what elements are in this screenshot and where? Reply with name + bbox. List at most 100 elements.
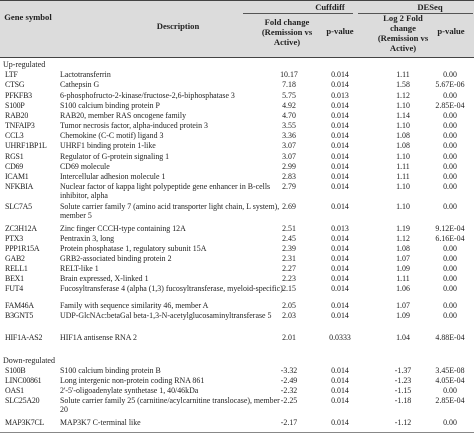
description-cell: RAB20, member RAS oncogene family [60, 111, 187, 120]
log2-fold-change-cell: -1.23 [394, 376, 412, 385]
table-header-background [0, 0, 474, 57]
log2-fold-change-cell: 1.12 [396, 234, 410, 243]
gene-symbol-cell: FUT4 [5, 284, 24, 293]
log2-fold-change-cell: 1.08 [396, 141, 410, 150]
log2-fold-change-cell: 1.11 [396, 274, 410, 283]
description-cell: UHRF1 binding protein 1-like [60, 141, 156, 150]
description-cell: Brain expressed, X-linked 1 [60, 274, 149, 283]
deseq-p-value-cell: 0.00 [443, 172, 457, 181]
gene-symbol-cell: PPP1R15A [5, 244, 40, 253]
gene-symbol-cell: ICAM1 [5, 172, 29, 181]
deseq-p-value-cell: 0.00 [443, 244, 457, 253]
deseq-underline [358, 13, 473, 14]
deseq-p-value-cell: 0.00 [443, 418, 457, 427]
p-value-cell: 0.014 [331, 162, 349, 171]
gene-symbol-cell: LINC00861 [5, 376, 42, 385]
deseq-p-value-cell: 0.00 [443, 162, 457, 171]
p-value-cell: 0.014 [331, 111, 349, 120]
header-bottom-rule [0, 57, 474, 58]
deseq-p-value-cell: 0.00 [443, 121, 457, 130]
deseq-p-value-cell: 0.00 [443, 182, 457, 191]
header-p-value: p-value [326, 26, 354, 36]
fold-change-cell: 3.07 [282, 152, 296, 161]
fold-change-cell: 2.23 [282, 274, 296, 283]
log2-fold-change-cell: 1.12 [396, 91, 410, 100]
p-value-cell: 0.014 [331, 301, 349, 310]
gene-symbol-cell: LTF [5, 70, 18, 79]
description-cell: Pentraxin 3, long [60, 234, 115, 243]
header-fold-change: Fold change (Remission vs Active) [261, 17, 313, 47]
deseq-p-value-cell: 0.00 [443, 152, 457, 161]
p-value-cell: 0.014 [331, 396, 349, 405]
deseq-p-value-cell: 0.00 [443, 311, 457, 320]
deseq-p-value-cell: 0.00 [443, 70, 457, 79]
deseq-p-value-cell: 0.00 [443, 386, 457, 395]
description-cell: Zinc finger CCCH-type containing 12A [60, 224, 186, 233]
fold-change-cell: 2.01 [282, 333, 296, 342]
p-value-cell: 0.014 [331, 172, 349, 181]
p-value-cell: 0.014 [331, 131, 349, 140]
description-cell: UDP-GlcNAc:betaGal beta-1,3-N-acetylgluc… [60, 311, 272, 320]
log2-fold-change-cell: 1.10 [396, 202, 410, 211]
log2-fold-change-cell: 1.08 [396, 244, 410, 253]
deseq-p-value-cell: 0.00 [443, 91, 457, 100]
log2-fold-change-cell: 1.10 [396, 121, 410, 130]
log2-fold-change-cell: -1.37 [394, 366, 412, 375]
fold-change-cell: -3.32 [280, 366, 298, 375]
log2-fold-change-cell: 1.10 [396, 152, 410, 161]
p-value-cell: 0.014 [331, 376, 349, 385]
description-cell: Tumor necrosis factor, alpha-induced pro… [60, 121, 208, 130]
log2-fold-change-cell: -1.15 [394, 386, 412, 395]
table-top-rule [0, 0, 474, 1]
gene-symbol-cell: OAS1 [5, 386, 24, 395]
p-value-cell: 0.014 [331, 254, 349, 263]
fold-change-cell: 2.15 [282, 284, 296, 293]
log2-fold-change-cell: 1.09 [396, 264, 410, 273]
fold-change-cell: 2.31 [282, 254, 296, 263]
p-value-cell: 0.014 [331, 418, 349, 427]
log2-fold-change-cell: 1.07 [396, 301, 410, 310]
log2-fold-change-cell: 1.11 [396, 172, 410, 181]
header-deseq: DESeq [417, 2, 443, 12]
p-value-cell: 0.014 [331, 182, 349, 191]
deseq-p-value-cell: 2.85E-04 [435, 396, 465, 405]
fold-change-cell: 2.05 [282, 301, 296, 310]
log2-fold-change-cell: -1.12 [394, 418, 412, 427]
p-value-cell: 0.014 [331, 386, 349, 395]
description-cell: Solute carrier family 25 (carnitine/acyl… [60, 396, 280, 414]
deseq-p-value-cell: 0.00 [443, 141, 457, 150]
p-value-cell: 0.014 [331, 70, 349, 79]
deseq-p-value-cell: 2.85E-04 [435, 101, 465, 110]
log2-fold-change-cell: 1.10 [396, 182, 410, 191]
fold-change-cell: 2.99 [282, 162, 296, 171]
description-cell: Regulator of G-protein signaling 1 [60, 152, 170, 161]
fold-change-cell: 10.17 [280, 70, 298, 79]
gene-symbol-cell: HIF1A-AS2 [5, 333, 43, 342]
table-bottom-rule [0, 432, 474, 433]
description-cell: Protein phosphatase 1, regulatory subuni… [60, 244, 207, 253]
description-cell: S100 calcium binding protein B [60, 366, 161, 375]
description-cell: Family with sequence similarity 46, memb… [60, 301, 209, 310]
log2-fold-change-cell: 1.10 [396, 101, 410, 110]
header-cuffdiff: Cuffdiff [315, 2, 345, 12]
gene-symbol-cell: NFKBIA [5, 182, 34, 191]
fold-change-cell: 4.92 [282, 101, 296, 110]
fold-change-cell: 2.45 [282, 234, 296, 243]
log2-fold-change-cell: 1.11 [396, 70, 410, 79]
deseq-p-value-cell: 0.00 [443, 111, 457, 120]
fold-change-cell: 2.51 [282, 224, 296, 233]
description-cell: Lactotransferrin [60, 70, 111, 79]
p-value-cell: 0.014 [331, 311, 349, 320]
gene-symbol-cell: B3GNT5 [5, 311, 34, 320]
p-value-cell: 0.014 [331, 141, 349, 150]
gene-symbol-cell: SLC7A5 [5, 202, 32, 211]
log2-fold-change-cell: 1.06 [396, 284, 410, 293]
deseq-p-value-cell: 0.00 [443, 254, 457, 263]
log2-fold-change-cell: 1.11 [396, 162, 410, 171]
gene-symbol-cell: CD69 [5, 162, 24, 171]
description-cell: HIF1A antisense RNA 2 [60, 333, 137, 342]
p-value-cell: 0.014 [331, 202, 349, 211]
deseq-p-value-cell: 6.16E-04 [435, 234, 465, 243]
log2-fold-change-cell: 1.07 [396, 254, 410, 263]
